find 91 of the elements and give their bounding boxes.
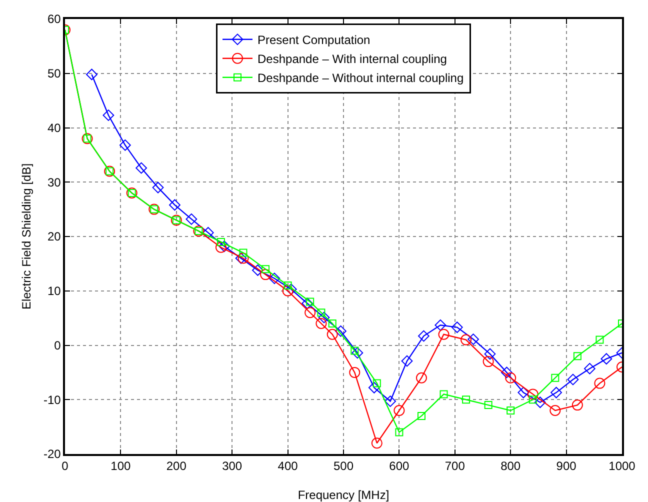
point	[417, 412, 426, 420]
y-tick-label: -10	[44, 392, 62, 407]
point	[395, 428, 404, 436]
point	[550, 405, 561, 416]
point	[482, 356, 494, 368]
point	[215, 242, 226, 253]
point	[235, 252, 247, 264]
point	[484, 401, 492, 410]
point	[282, 285, 294, 296]
point	[528, 396, 537, 404]
point	[440, 390, 448, 398]
y-tick-label: -20	[44, 447, 62, 462]
point	[318, 312, 330, 324]
x-tick-label: 400	[278, 459, 298, 474]
point	[238, 252, 249, 264]
point	[119, 139, 131, 151]
point	[484, 348, 496, 360]
point	[573, 352, 582, 360]
y-tick-label: 20	[47, 230, 62, 244]
y-tick-label: 40	[47, 120, 62, 135]
point	[86, 68, 98, 80]
point	[285, 284, 297, 295]
x-tick-label: 500	[333, 459, 354, 474]
point	[434, 319, 446, 331]
point	[505, 372, 516, 384]
x-tick-label: 800	[500, 459, 521, 474]
point	[349, 366, 360, 378]
y-axis-title: Electric Field Shielding [dB]	[20, 163, 34, 310]
point	[218, 240, 230, 252]
point	[368, 382, 380, 394]
x-tick-label: 200	[166, 459, 187, 474]
legend-label: Present Computation	[258, 33, 370, 48]
point	[102, 110, 114, 121]
point	[260, 269, 272, 280]
point	[584, 362, 596, 374]
point	[462, 396, 470, 404]
y-tick-label: 30	[47, 175, 62, 190]
point	[152, 182, 164, 194]
point	[460, 334, 472, 346]
point	[372, 379, 381, 388]
point	[401, 355, 413, 367]
point	[506, 406, 515, 414]
x-axis-title: Frequency [MHz]	[298, 488, 390, 502]
point	[326, 328, 338, 340]
point	[302, 298, 313, 310]
point	[136, 162, 148, 174]
x-tick-label: 300	[222, 459, 242, 474]
point	[534, 396, 546, 408]
point	[317, 308, 326, 317]
point	[418, 330, 430, 342]
point	[352, 347, 364, 359]
y-tick-label: 10	[47, 284, 62, 298]
point	[239, 248, 248, 257]
point	[328, 320, 336, 328]
point	[268, 272, 280, 284]
point	[216, 238, 225, 246]
point	[394, 405, 405, 416]
point	[567, 374, 579, 386]
legend-label: Deshpande – With internal coupling	[258, 52, 447, 66]
point	[384, 396, 396, 407]
x-tick-label: 1000	[608, 459, 636, 474]
y-tick-label: 60	[47, 12, 62, 26]
x-tick-label: 100	[110, 459, 132, 474]
point	[600, 353, 612, 365]
point	[316, 318, 327, 329]
point	[572, 400, 583, 411]
point	[451, 322, 463, 334]
point	[594, 378, 606, 389]
point	[527, 388, 538, 400]
point	[304, 307, 316, 318]
x-tick-label: 900	[556, 459, 577, 474]
legend-label: Deshpande – Without internal coupling	[258, 71, 464, 86]
x-tick-label: 600	[389, 459, 410, 474]
point	[438, 328, 450, 340]
y-tick-label: 0	[54, 338, 62, 352]
point	[596, 336, 604, 344]
point	[550, 386, 562, 398]
point	[518, 386, 530, 398]
y-tick-label: 50	[47, 66, 62, 81]
point	[335, 325, 346, 337]
point	[551, 374, 560, 382]
point	[169, 199, 180, 211]
point	[186, 213, 198, 225]
point	[202, 226, 214, 238]
point	[371, 438, 382, 449]
point	[416, 372, 427, 384]
x-tick-label: 700	[444, 459, 466, 474]
point	[468, 334, 479, 345]
point	[252, 264, 264, 276]
point	[262, 265, 270, 274]
point	[501, 366, 512, 378]
